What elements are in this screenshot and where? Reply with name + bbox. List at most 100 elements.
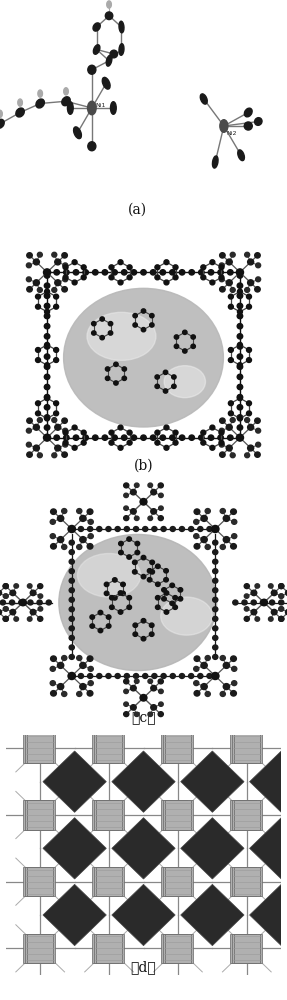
Ellipse shape	[110, 102, 116, 114]
Circle shape	[27, 418, 32, 423]
Circle shape	[233, 600, 238, 605]
Polygon shape	[181, 751, 244, 812]
Circle shape	[179, 435, 185, 440]
Circle shape	[36, 304, 40, 309]
Circle shape	[77, 509, 82, 513]
Circle shape	[194, 519, 199, 524]
Circle shape	[242, 600, 247, 605]
Circle shape	[112, 270, 117, 275]
Circle shape	[223, 684, 230, 690]
Circle shape	[133, 527, 139, 531]
Circle shape	[279, 584, 284, 589]
FancyBboxPatch shape	[23, 800, 50, 830]
Circle shape	[44, 273, 50, 278]
Circle shape	[69, 626, 74, 631]
Circle shape	[152, 674, 157, 678]
Circle shape	[121, 591, 125, 596]
Circle shape	[247, 411, 251, 416]
Circle shape	[69, 645, 74, 650]
Ellipse shape	[119, 21, 124, 33]
Circle shape	[191, 335, 195, 339]
Circle shape	[119, 550, 123, 555]
Circle shape	[271, 590, 277, 596]
FancyBboxPatch shape	[230, 934, 256, 963]
Circle shape	[88, 519, 93, 524]
Circle shape	[4, 594, 8, 598]
Circle shape	[208, 270, 214, 275]
Circle shape	[223, 662, 230, 668]
Circle shape	[69, 527, 74, 531]
Circle shape	[159, 493, 163, 498]
Circle shape	[54, 401, 59, 406]
Circle shape	[189, 435, 195, 440]
Circle shape	[63, 263, 68, 268]
Circle shape	[237, 394, 243, 400]
Circle shape	[121, 270, 127, 275]
Circle shape	[50, 681, 55, 686]
FancyBboxPatch shape	[27, 734, 53, 763]
Circle shape	[134, 679, 139, 683]
Circle shape	[213, 588, 218, 593]
Circle shape	[52, 453, 57, 458]
Circle shape	[107, 1, 111, 8]
Circle shape	[98, 628, 103, 633]
Circle shape	[127, 275, 132, 280]
Circle shape	[279, 600, 284, 605]
Circle shape	[3, 584, 8, 589]
Circle shape	[118, 591, 123, 595]
Circle shape	[226, 280, 232, 286]
Circle shape	[104, 591, 109, 596]
Circle shape	[213, 616, 218, 621]
Circle shape	[201, 440, 206, 445]
Circle shape	[236, 269, 243, 276]
Circle shape	[64, 435, 69, 440]
Circle shape	[69, 540, 74, 545]
FancyBboxPatch shape	[163, 734, 193, 763]
Circle shape	[173, 605, 177, 609]
Polygon shape	[112, 884, 175, 946]
Circle shape	[140, 499, 147, 505]
Circle shape	[218, 435, 223, 440]
Circle shape	[150, 623, 154, 627]
Circle shape	[50, 534, 55, 539]
FancyBboxPatch shape	[163, 800, 193, 830]
Circle shape	[164, 260, 169, 265]
Circle shape	[77, 656, 82, 660]
Circle shape	[131, 685, 136, 691]
Circle shape	[98, 610, 103, 615]
Circle shape	[54, 270, 59, 275]
Circle shape	[151, 685, 156, 691]
Circle shape	[223, 537, 230, 543]
Text: Ni2: Ni2	[227, 131, 237, 136]
Circle shape	[220, 287, 225, 292]
Circle shape	[228, 358, 233, 362]
FancyBboxPatch shape	[25, 800, 55, 830]
Circle shape	[51, 656, 56, 661]
Circle shape	[92, 435, 98, 440]
Circle shape	[127, 440, 132, 445]
Circle shape	[213, 635, 218, 640]
FancyBboxPatch shape	[23, 734, 50, 763]
Circle shape	[124, 674, 129, 678]
Circle shape	[124, 679, 129, 684]
FancyBboxPatch shape	[96, 734, 122, 763]
Circle shape	[44, 416, 50, 421]
Ellipse shape	[238, 150, 245, 161]
Circle shape	[150, 314, 154, 318]
Circle shape	[44, 425, 50, 430]
Circle shape	[159, 689, 163, 694]
Circle shape	[44, 363, 50, 368]
Circle shape	[44, 394, 50, 400]
Circle shape	[112, 435, 117, 440]
Circle shape	[207, 674, 212, 678]
Circle shape	[228, 411, 233, 416]
Ellipse shape	[0, 119, 4, 128]
Circle shape	[260, 600, 265, 605]
Circle shape	[51, 691, 56, 696]
Circle shape	[88, 534, 93, 539]
Circle shape	[3, 616, 8, 621]
Circle shape	[213, 607, 218, 612]
Circle shape	[189, 674, 194, 678]
Circle shape	[156, 564, 160, 568]
Circle shape	[0, 609, 1, 615]
